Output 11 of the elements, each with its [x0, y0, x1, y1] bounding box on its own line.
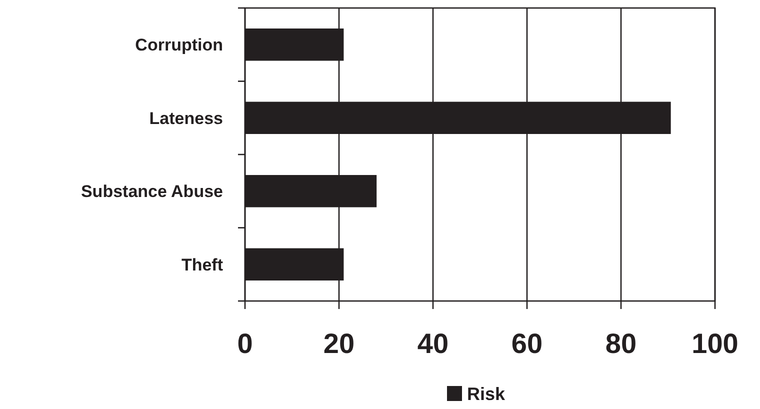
y-tick-label: Theft [181, 255, 224, 274]
x-tick-label: 20 [323, 328, 355, 359]
x-tick-label: 100 [692, 328, 738, 359]
y-tick-label: Lateness [149, 108, 223, 128]
legend-label: Risk [467, 384, 506, 404]
y-tick-label: Substance Abuse [80, 182, 223, 202]
x-tick-label: 0 [237, 328, 253, 359]
x-tick-label: 40 [417, 328, 449, 359]
y-tick-label: Corruption [135, 36, 223, 55]
x-tick-label: 80 [605, 328, 637, 359]
x-tick-label: 60 [511, 328, 543, 359]
